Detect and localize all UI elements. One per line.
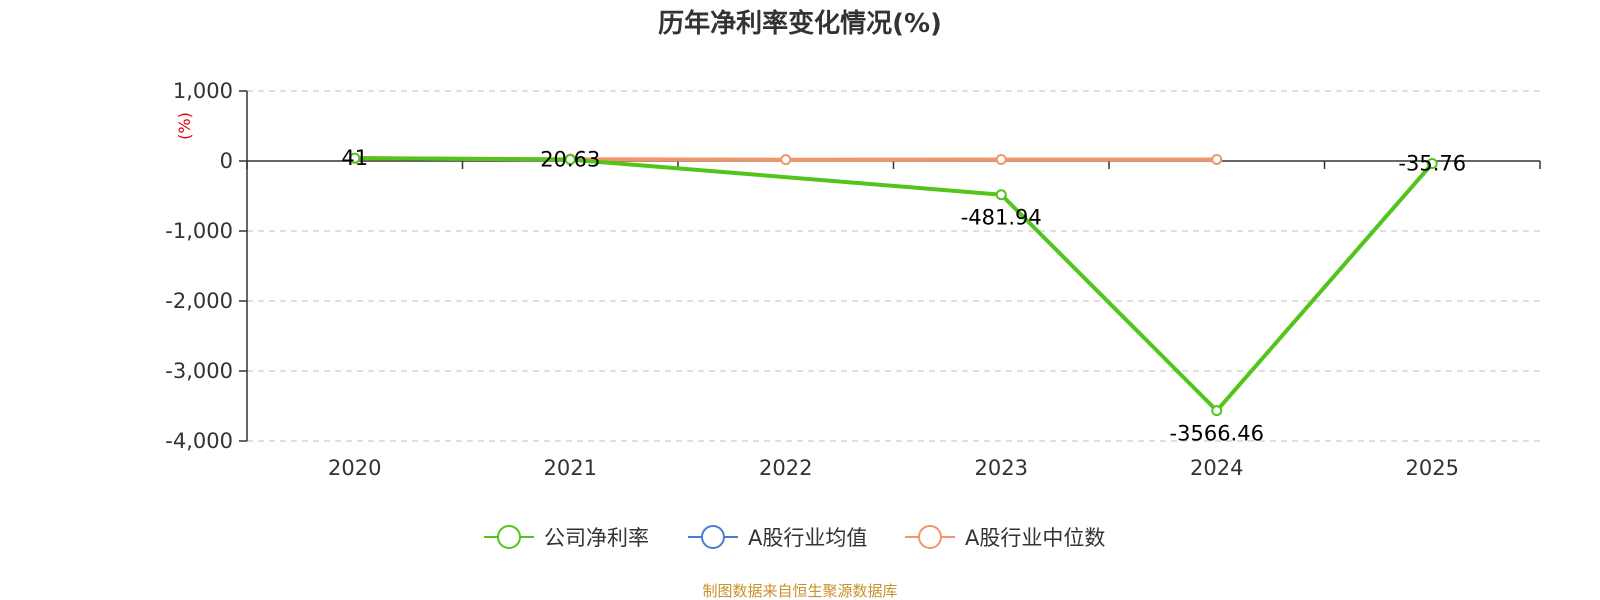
x-tick-label: 2024 bbox=[1190, 456, 1243, 480]
grid-lines bbox=[247, 90, 1540, 442]
series-point-2 bbox=[780, 154, 792, 166]
series-line-0 bbox=[354, 156, 1434, 413]
y-tick-label: -4,000 bbox=[165, 429, 233, 453]
legend-label: A股行业均值 bbox=[748, 526, 867, 550]
series-point-2 bbox=[1211, 153, 1223, 165]
y-tick-label: 1,000 bbox=[173, 79, 233, 103]
legend-label: 公司净利率 bbox=[544, 526, 649, 550]
x-tick-label: 2023 bbox=[975, 456, 1028, 480]
legend-marker-icon bbox=[497, 525, 521, 549]
y-tick-label: 0 bbox=[220, 149, 233, 173]
legend-marker-icon bbox=[918, 525, 942, 549]
series-point-0 bbox=[995, 189, 1007, 201]
series-point-0 bbox=[1211, 405, 1223, 417]
x-tick-label: 2022 bbox=[759, 456, 812, 480]
data-label: 20.63 bbox=[540, 148, 600, 172]
y-tick-label: -3,000 bbox=[165, 359, 233, 383]
x-tick-label: 2025 bbox=[1406, 456, 1459, 480]
series-point-0 bbox=[349, 152, 361, 164]
series-point-0 bbox=[564, 154, 576, 166]
data-labels: 41 20.63 -481.94 -3566.46 -35.76 bbox=[341, 146, 1466, 446]
chart-title: 历年净利率变化情况(%) bbox=[658, 8, 942, 39]
legend-label: A股行业中位数 bbox=[965, 526, 1105, 550]
axes: 1,000 0 -1,000 -2,000 -3,000 -4,000 2020 2021 20… bbox=[165, 79, 1541, 480]
y-tick-label: -1,000 bbox=[165, 219, 233, 243]
series-lines bbox=[349, 152, 1438, 417]
legend-item-0[interactable]: 公司净利率 bbox=[484, 525, 649, 550]
series-point-0 bbox=[1426, 158, 1438, 170]
data-label: -3566.46 bbox=[1170, 422, 1264, 446]
data-label: -481.94 bbox=[961, 206, 1042, 230]
y-axis-unit: (%) bbox=[175, 112, 194, 140]
series-point-2 bbox=[995, 154, 1007, 166]
legend-item-2[interactable]: A股行业中位数 bbox=[905, 525, 1105, 550]
x-tick-label: 2020 bbox=[328, 456, 381, 480]
x-tick-label: 2021 bbox=[544, 456, 597, 480]
data-label: 41 bbox=[341, 146, 368, 170]
y-tick-label: -2,000 bbox=[165, 289, 233, 313]
legend-item-1[interactable]: A股行业均值 bbox=[688, 525, 867, 550]
source-note: 制图数据来自恒生聚源数据库 bbox=[702, 582, 897, 600]
legend-marker-icon bbox=[701, 525, 725, 549]
legend[interactable]: 公司净利率 A股行业均值 A股行业中位数 bbox=[484, 525, 1105, 550]
data-label: -35.76 bbox=[1398, 152, 1466, 176]
